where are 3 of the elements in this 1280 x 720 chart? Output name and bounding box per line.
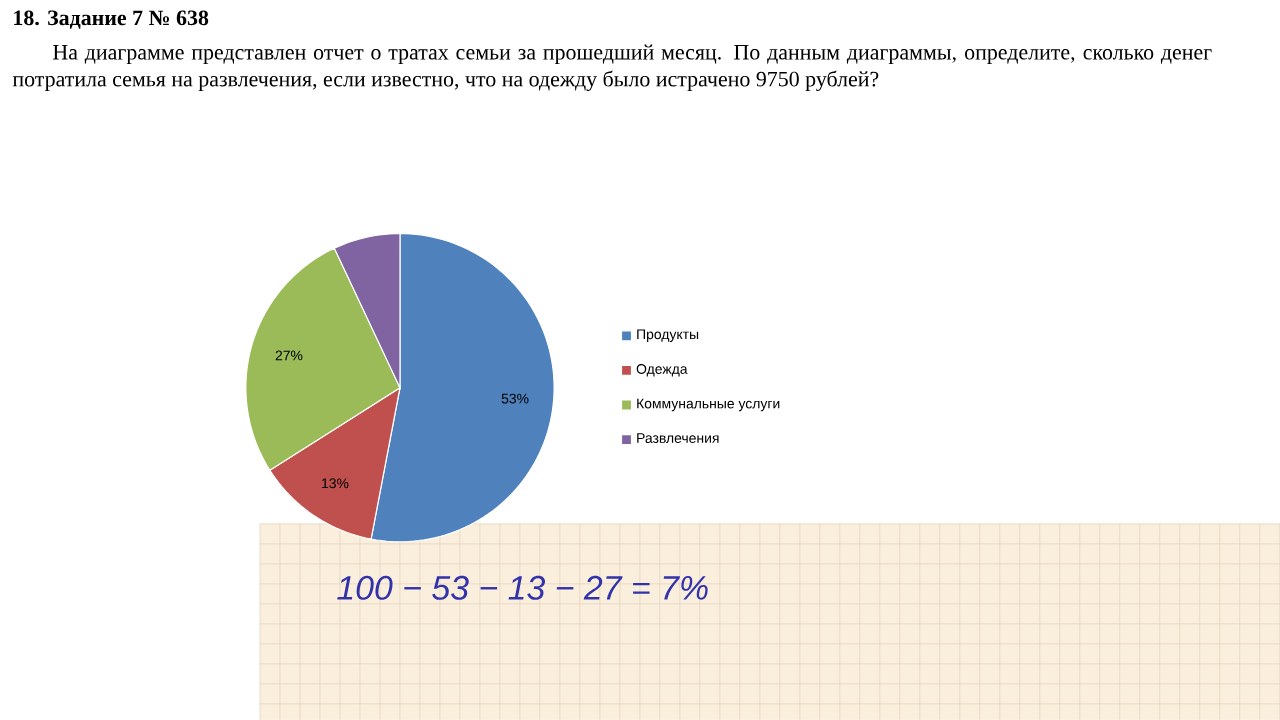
chart-title: 18. Задание 7 № 638: [14, 10, 209, 29]
text: 100 − 53 − 13 − 27 = 7%: [337, 575, 708, 600]
chart-subtitle: На диаграмме представлен отчет о тратах семьи за прошедший месяц. По данным диаграммы, определите, сколько денег потратила семья на развлечения, если известно, что на одежду было истрачено 9750 рублей?: [12, 44, 1212, 91]
